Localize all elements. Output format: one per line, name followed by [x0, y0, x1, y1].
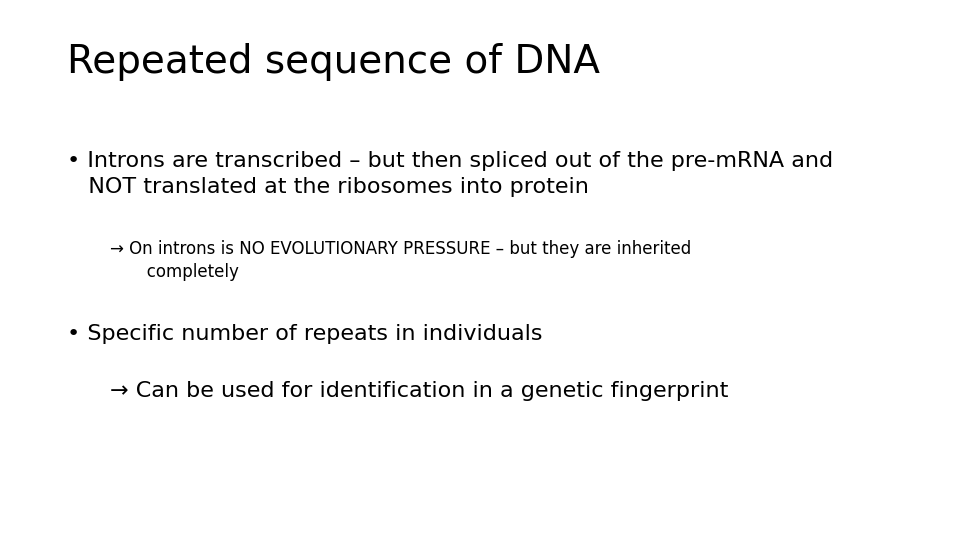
Text: Repeated sequence of DNA: Repeated sequence of DNA [67, 43, 600, 81]
Text: → On introns is NO EVOLUTIONARY PRESSURE – but they are inherited
       complet: → On introns is NO EVOLUTIONARY PRESSURE… [110, 240, 691, 281]
Text: • Introns are transcribed – but then spliced out of the pre-mRNA and
   NOT tran: • Introns are transcribed – but then spl… [67, 151, 833, 197]
Text: • Specific number of repeats in individuals: • Specific number of repeats in individu… [67, 324, 542, 344]
Text: → Can be used for identification in a genetic fingerprint: → Can be used for identification in a ge… [110, 381, 729, 401]
